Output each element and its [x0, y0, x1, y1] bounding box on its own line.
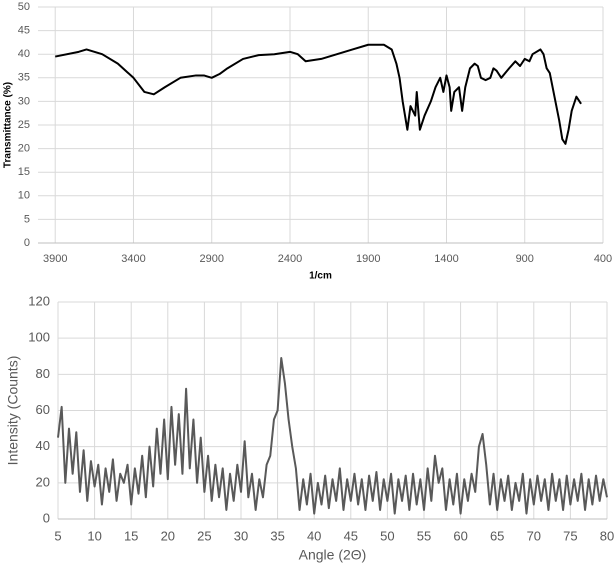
y-tick-label: 0	[24, 237, 30, 249]
x-tick-label: 20	[161, 528, 175, 543]
y-axis-label: Intensity (Counts)	[5, 356, 21, 466]
x-tick-label: 70	[527, 528, 541, 543]
x-tick-label: 80	[600, 528, 614, 543]
y-tick-label: 45	[18, 25, 30, 37]
x-tick-label: 25	[197, 528, 211, 543]
y-tick-label: 20	[36, 474, 50, 489]
x-tick-label: 2900	[199, 253, 223, 265]
x-tick-label: 55	[417, 528, 431, 543]
x-tick-label: 1400	[434, 253, 458, 265]
x-tick-label: 50	[380, 528, 394, 543]
x-tick-label: 2400	[278, 253, 302, 265]
x-tick-label: 45	[344, 528, 358, 543]
y-tick-label: 60	[36, 402, 50, 417]
y-tick-label: 50	[18, 1, 30, 13]
y-tick-label: 10	[18, 190, 30, 202]
y-tick-label: 40	[36, 438, 50, 453]
data-line	[57, 357, 608, 515]
y-tick-label: 25	[18, 119, 30, 131]
y-tick-label: 40	[18, 48, 30, 60]
x-tick-label: 30	[234, 528, 248, 543]
x-tick-label: 3400	[121, 253, 145, 265]
data-line	[55, 43, 582, 145]
y-tick-label: 80	[36, 366, 50, 381]
x-tick-label: 10	[87, 528, 101, 543]
x-tick-label: 15	[124, 528, 138, 543]
x-tick-label: 1900	[356, 253, 380, 265]
x-tick-label: 5	[54, 528, 61, 543]
y-tick-label: 30	[18, 95, 30, 107]
x-tick-label: 40	[307, 528, 321, 543]
x-axis-label: Angle (2Θ)	[299, 547, 367, 563]
y-tick-label: 100	[28, 330, 50, 345]
x-tick-label: 400	[594, 253, 612, 265]
y-tick-label: 20	[18, 143, 30, 155]
x-tick-label: 900	[516, 253, 534, 265]
y-tick-label: 120	[28, 293, 50, 308]
x-tick-label: 60	[453, 528, 467, 543]
y-tick-label: 15	[18, 166, 30, 178]
x-tick-label: 35	[270, 528, 284, 543]
x-tick-label: 75	[563, 528, 577, 543]
y-tick-label: 35	[18, 72, 30, 84]
x-tick-label: 3900	[43, 253, 67, 265]
y-axis-label: Transmittance (%)	[3, 82, 14, 168]
x-tick-label: 65	[490, 528, 504, 543]
y-tick-label: 5	[24, 213, 30, 225]
y-tick-label: 0	[43, 510, 50, 525]
x-axis-label: 1/cm	[309, 271, 332, 282]
